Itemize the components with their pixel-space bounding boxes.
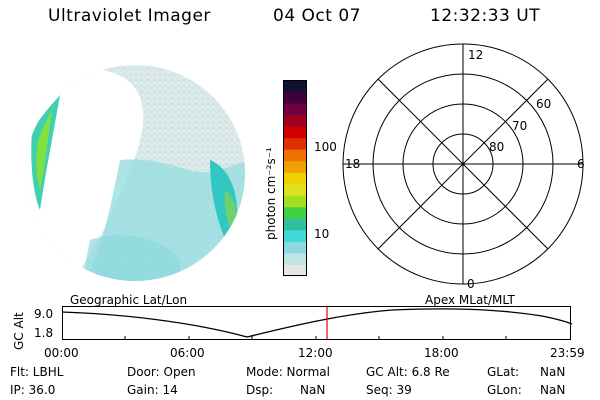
lat-label-70: 70 [512, 119, 528, 133]
colorbar-unit-label: photon cm⁻²s⁻¹ [264, 147, 278, 240]
status-mode: Mode: Normal [246, 365, 330, 379]
colorbar-swatch [283, 172, 307, 185]
instrument-title: Ultraviolet Imager [48, 6, 211, 26]
date-label: 04 Oct 07 [273, 6, 361, 26]
colorbar-swatch [283, 149, 307, 162]
colorbar-swatch [283, 195, 307, 208]
orbit-x-tick-0600: 06:00 [170, 346, 205, 360]
mlt-label-6: 6 [577, 157, 585, 171]
orbit-frame [62, 306, 571, 340]
status-glon-label: GLon: [487, 383, 522, 397]
colorbar-swatch [283, 80, 307, 93]
polar-diagonal-2 [377, 78, 549, 250]
colorbar-swatch [283, 160, 307, 173]
colorbar-swatch [283, 183, 307, 196]
time-label: 12:32:33 UT [430, 6, 541, 26]
status-dsp-value: NaN [300, 383, 326, 397]
colorbar-swatch [283, 206, 307, 219]
colorbar [283, 80, 307, 277]
colorbar-swatch [283, 229, 307, 242]
colorbar-tick-100: 100 [314, 140, 337, 154]
orbit-y-axis-label: GC Alt [12, 312, 26, 350]
status-flt: Flt: LBHL [10, 365, 64, 379]
lat-label-80: 80 [489, 140, 505, 154]
colorbar-swatch [283, 137, 307, 150]
lat-label-60: 60 [536, 97, 552, 111]
orbit-left-title: Geographic Lat/Lon [70, 293, 188, 307]
auroral-image [25, 65, 245, 281]
status-gc-alt: GC Alt: 6.8 Re [366, 365, 450, 379]
colorbar-frame [283, 80, 307, 276]
mlt-label-18: 18 [345, 157, 361, 171]
colorbar-swatch [283, 91, 307, 104]
colorbar-swatch [283, 252, 307, 265]
colorbar-tick-10: 10 [314, 227, 330, 241]
orbit-y-tick-max: 9.0 [34, 307, 54, 321]
mlt-label-12: 12 [468, 48, 484, 62]
colorbar-swatch [283, 103, 307, 116]
colorbar-swatch [283, 264, 307, 277]
colorbar-swatch [283, 241, 307, 254]
status-dsp-label: Dsp: [246, 383, 274, 397]
status-glat-label: GLat: [487, 365, 520, 379]
status-ip: IP: 36.0 [10, 383, 56, 397]
status-glat-value: NaN [540, 365, 566, 379]
colorbar-swatch [283, 114, 307, 127]
orbit-altitude-curve [61, 308, 573, 338]
colorbar-swatch [283, 218, 307, 231]
orbit-x-tick-0000: 00:00 [44, 346, 79, 360]
orbit-x-tick-2359: 23:59 [550, 346, 585, 360]
colorbar-swatch [283, 126, 307, 139]
status-seq: Seq: 39 [366, 383, 412, 397]
polar-plot [342, 43, 584, 285]
status-door: Door: Open [127, 365, 196, 379]
mlt-label-0: 0 [467, 277, 475, 291]
status-glon-value: NaN [540, 383, 566, 397]
status-gain: Gain: 14 [127, 383, 178, 397]
orbit-y-tick-min: 1.8 [34, 326, 54, 340]
orbit-plot [61, 306, 573, 340]
orbit-right-title: Apex MLat/MLT [425, 293, 515, 307]
orbit-x-tick-1800: 18:00 [424, 346, 459, 360]
orbit-x-tick-1200: 12:00 [298, 346, 333, 360]
